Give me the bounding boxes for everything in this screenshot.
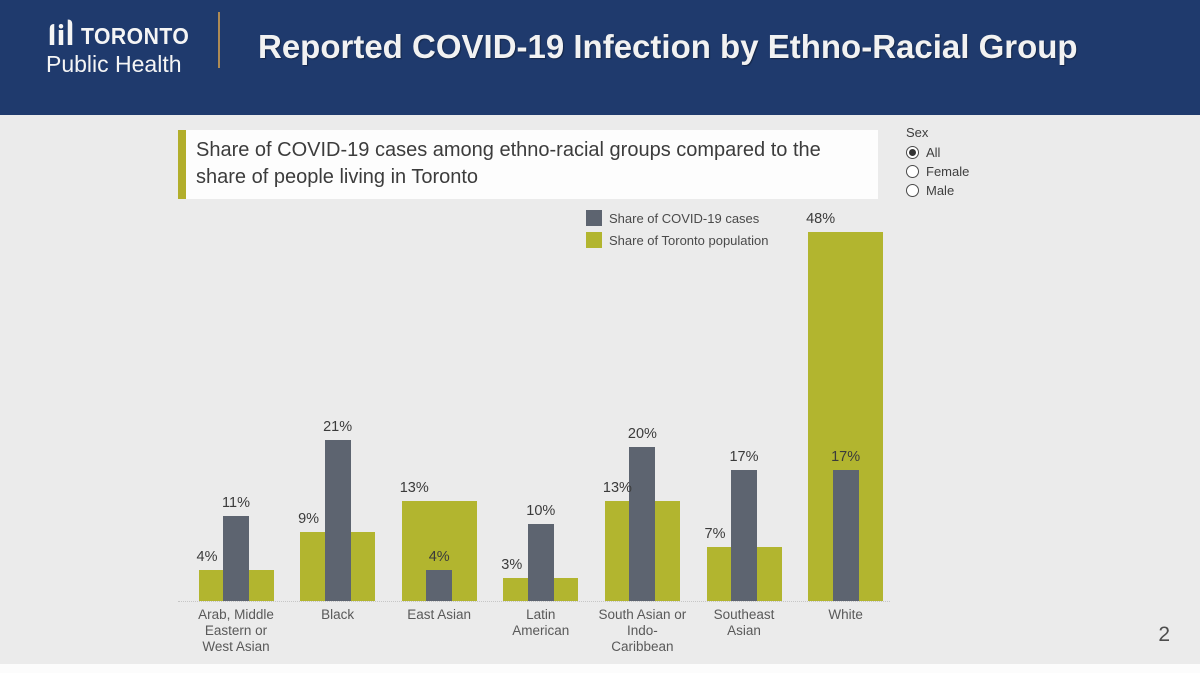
bar-chart: 4% 11% 9% 21% 13% 4% 3% 10% 13% 20% 7% 17% 48% 17% <box>178 210 890 602</box>
population-value-label: 9% <box>298 511 320 527</box>
header-banner: Toronto Public Health Reported COVID-19 … <box>0 0 1200 115</box>
population-swatch-icon <box>586 232 602 248</box>
legend-item-population[interactable]: Share of Toronto population <box>586 232 769 248</box>
cases-value-label: 17% <box>729 449 759 465</box>
bar-cases[interactable] <box>527 524 554 601</box>
population-value-label: 13% <box>399 480 429 496</box>
radio-button-icon[interactable] <box>906 165 919 178</box>
chart-subtitle-box: Share of COVID-19 cases among ethno-raci… <box>178 130 878 199</box>
cases-value-label: 17% <box>831 449 861 465</box>
chart-legend: Share of COVID-19 cases Share of Toronto… <box>586 210 769 254</box>
legend-item-cases[interactable]: Share of COVID-19 cases <box>586 210 769 226</box>
x-axis-labels: Arab, Middle Eastern or West Asian Black Eas… <box>178 607 890 659</box>
radio-button-icon[interactable] <box>906 146 919 159</box>
category-label: White <box>828 607 863 622</box>
bar-cases[interactable] <box>324 440 351 601</box>
x-axis-line <box>178 601 890 602</box>
category-label: South Asian or Indo- Caribbean <box>598 607 687 655</box>
bar-cases[interactable] <box>223 516 249 601</box>
sex-option-all[interactable]: All <box>906 143 969 162</box>
chart-subtitle: Share of COVID-19 cases among ethno-raci… <box>196 139 821 188</box>
page-number: 2 <box>1158 623 1170 646</box>
cases-value-label: 11% <box>222 495 250 511</box>
population-value-label: 13% <box>602 480 632 496</box>
logo-subtitle: Public Health <box>46 51 182 77</box>
category-label: East Asian <box>407 607 472 622</box>
category-label: Southeast Asian <box>713 607 775 639</box>
cases-value-label: 10% <box>526 503 556 519</box>
cases-value-label: 4% <box>428 549 450 565</box>
bar-cases[interactable] <box>426 570 453 601</box>
population-value-label: 48% <box>806 211 836 227</box>
sex-option-male[interactable]: Male <box>906 181 969 200</box>
sex-filter: Sex All Female Male <box>906 125 969 200</box>
radio-button-icon[interactable] <box>906 184 919 197</box>
banner-divider <box>218 12 220 68</box>
category-label: Arab, Middle Eastern or West Asian <box>198 607 274 655</box>
cases-value-label: 20% <box>627 426 657 442</box>
sex-filter-label: Sex <box>906 125 929 140</box>
page-title: Reported COVID-19 Infection by Ethno-Rac… <box>258 28 1078 65</box>
bar-cases[interactable] <box>832 470 859 601</box>
category-label: Black <box>321 607 355 622</box>
bottom-strip <box>0 664 1200 673</box>
population-value-label: 4% <box>196 549 218 565</box>
cases-swatch-icon <box>586 210 602 226</box>
population-value-label: 3% <box>501 557 523 573</box>
bar-cases[interactable] <box>731 470 757 601</box>
logo-wordmark: Toronto <box>81 23 190 49</box>
toronto-public-health-logo: Toronto Public Health <box>46 18 206 78</box>
subtitle-accent-bar <box>178 130 186 199</box>
bar-cases[interactable] <box>629 447 656 601</box>
category-label: Latin American <box>512 607 570 639</box>
population-value-label: 7% <box>704 526 726 542</box>
toronto-city-hall-icon <box>46 18 76 50</box>
cases-value-label: 21% <box>323 419 353 435</box>
sex-option-female[interactable]: Female <box>906 162 969 181</box>
